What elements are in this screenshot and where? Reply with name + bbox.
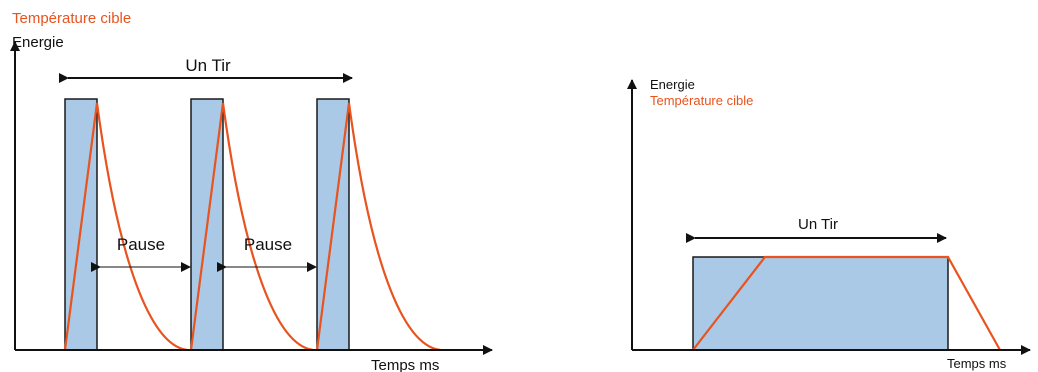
right-legend-energy: Energie	[650, 77, 695, 92]
right-shot-label: Un Tir	[798, 216, 838, 233]
left-temperature-curve-1	[63, 102, 188, 352]
right-diagram: Energie Température cible Un Tir Temps m…	[627, 77, 1031, 371]
right-x-axis-label: Temps ms	[947, 356, 1007, 371]
left-diagram: Température cible Energie Un Tir Pause P…	[10, 10, 493, 372]
right-legend-temperature: Température cible	[650, 93, 753, 108]
right-energy-pulse	[692, 256, 949, 351]
left-legend-energy: Energie	[12, 34, 64, 51]
left-temperature-curve-2	[189, 102, 314, 352]
right-temperature-curve	[692, 255, 1001, 351]
left-temperature-curve-3	[315, 102, 441, 352]
left-pause-label-1: Pause	[117, 235, 165, 254]
left-x-axis-label: Temps ms	[371, 357, 439, 372]
left-legend-temperature: Température cible	[12, 10, 131, 27]
left-shot-label: Un Tir	[185, 56, 231, 75]
left-pause-label-2: Pause	[244, 235, 292, 254]
